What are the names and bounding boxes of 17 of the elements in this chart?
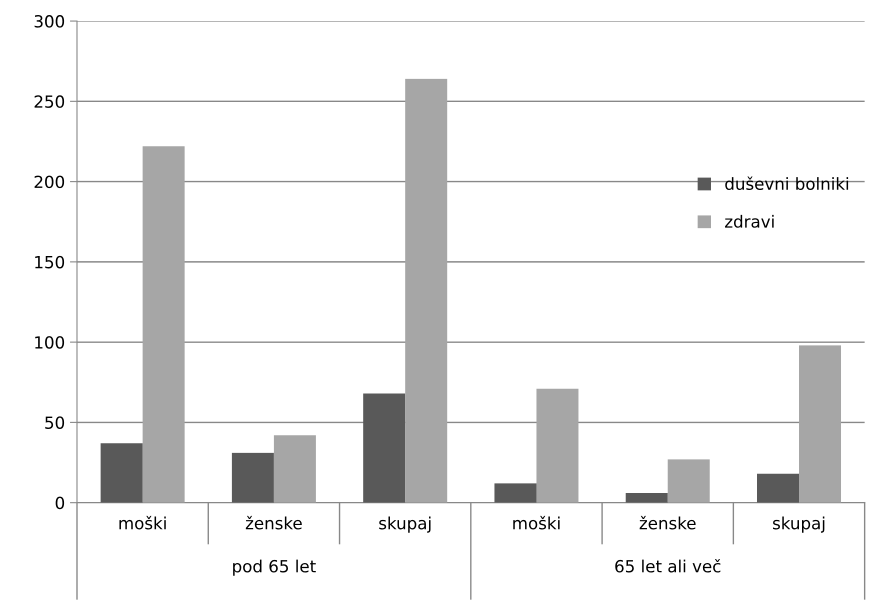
y-tick-label: 250: [34, 95, 64, 108]
x-tick-label: skupaj: [379, 516, 431, 533]
x-tick-label: skupaj: [773, 516, 824, 533]
x-tick-label: ženske: [246, 516, 302, 530]
x-tick-label: moški: [513, 516, 560, 530]
legend-label: zdravi: [725, 214, 774, 228]
y-tick-label: 150: [35, 256, 64, 268]
y-tick-label: 100: [35, 336, 64, 349]
y-tick-label: 300: [34, 15, 64, 28]
text: pod 65 let: [233, 560, 316, 576]
x-tick-label: ženske: [640, 516, 696, 530]
y-tick-label: 200: [34, 176, 64, 188]
y-tick-label: 50: [45, 416, 64, 429]
y-tick-label: 0: [56, 496, 64, 510]
x-tick-label: moški: [119, 516, 166, 530]
text: 65 let ali več: [615, 558, 720, 573]
legend-label: duševni bolniki: [725, 176, 848, 190]
